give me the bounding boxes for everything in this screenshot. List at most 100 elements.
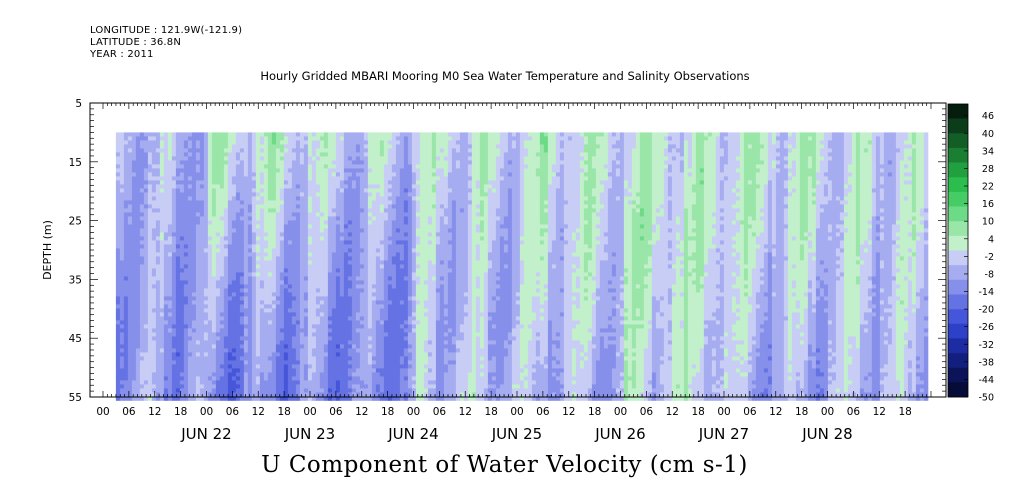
heatmap-cell — [351, 292, 357, 297]
heatmap-cell — [191, 276, 197, 281]
heatmap-cell — [347, 340, 353, 345]
heatmap-cell — [343, 228, 349, 233]
heatmap-cell — [283, 344, 289, 349]
heatmap-cell — [295, 164, 301, 169]
heatmap-cell — [355, 264, 361, 269]
heatmap-cell — [219, 292, 225, 297]
heatmap-cell — [267, 220, 273, 225]
heatmap-cell — [235, 376, 241, 381]
heatmap-cell — [259, 316, 265, 321]
heatmap-cell — [219, 332, 225, 337]
heatmap-cell — [319, 368, 325, 373]
heatmap-cell — [271, 384, 277, 389]
heatmap-cell — [323, 272, 329, 277]
heatmap-cell — [207, 144, 213, 149]
heatmap-cell — [179, 292, 185, 297]
heatmap-cell — [119, 292, 125, 297]
heatmap-cell — [191, 232, 197, 237]
heatmap-cell — [335, 144, 341, 149]
heatmap-cell — [359, 352, 365, 357]
heatmap-cell — [179, 168, 185, 173]
heatmap-cell — [251, 172, 257, 177]
heatmap-cell — [159, 240, 165, 245]
heatmap-cell — [287, 148, 293, 153]
heatmap-cell — [239, 392, 245, 397]
heatmap-cell — [143, 148, 149, 153]
heatmap-cell — [287, 368, 293, 373]
heatmap-cell — [343, 332, 349, 337]
heatmap-cell — [371, 136, 377, 141]
heatmap-cell — [175, 396, 181, 401]
heatmap-cell — [251, 136, 257, 141]
heatmap-cell — [351, 192, 357, 197]
heatmap-cell — [207, 160, 213, 165]
heatmap-cell — [331, 224, 337, 229]
heatmap-cell — [259, 144, 265, 149]
heatmap-cell — [151, 360, 157, 365]
heatmap-cell — [211, 140, 217, 145]
heatmap-cell — [255, 220, 261, 225]
heatmap-cell — [235, 328, 241, 333]
heatmap-cell — [235, 340, 241, 345]
heatmap-cell — [403, 244, 409, 249]
heatmap-cell — [155, 316, 161, 321]
heatmap-cell — [175, 200, 181, 205]
heatmap-cell — [211, 156, 217, 161]
heatmap-cell — [187, 328, 193, 333]
heatmap-cell — [155, 148, 161, 153]
heatmap-cell — [207, 272, 213, 277]
heatmap-cell — [187, 344, 193, 349]
heatmap-cell — [219, 204, 225, 209]
heatmap-cell — [175, 296, 181, 301]
heatmap-cell — [327, 332, 333, 337]
heatmap-cell — [315, 260, 321, 265]
heatmap-cell — [283, 228, 289, 233]
heatmap-cell — [119, 272, 125, 277]
heatmap-cell — [123, 176, 129, 181]
heatmap-cell — [371, 164, 377, 169]
heatmap-cell — [315, 284, 321, 289]
heatmap-cell — [271, 192, 277, 197]
heatmap-cell — [127, 144, 133, 149]
heatmap-cell — [115, 152, 121, 157]
heatmap-cell — [311, 240, 317, 245]
heatmap-cell — [251, 248, 257, 253]
heatmap-cell — [227, 160, 233, 165]
heatmap-cell — [303, 180, 309, 185]
heatmap-cell — [191, 180, 197, 185]
heatmap-cell — [355, 392, 361, 397]
heatmap-cell — [335, 240, 341, 245]
heatmap-cell — [287, 184, 293, 189]
heatmap-cell — [143, 172, 149, 177]
heatmap-cell — [367, 164, 373, 169]
heatmap-cell — [195, 360, 201, 365]
heatmap-cell — [299, 284, 305, 289]
heatmap-cell — [339, 236, 345, 241]
heatmap-cell — [223, 324, 229, 329]
heatmap-cell — [355, 232, 361, 237]
heatmap-cell — [339, 392, 345, 397]
heatmap-cell — [279, 396, 285, 401]
heatmap-cell — [187, 368, 193, 373]
heatmap-cell — [255, 380, 261, 385]
heatmap-cell — [335, 228, 341, 233]
heatmap-cell — [351, 300, 357, 305]
heatmap-cell — [387, 368, 393, 373]
heatmap-cell — [123, 148, 129, 153]
heatmap-cell — [367, 372, 373, 377]
heatmap-cell — [391, 228, 397, 233]
heatmap-cell — [271, 240, 277, 245]
heatmap-cell — [275, 132, 281, 137]
heatmap-cell — [287, 156, 293, 161]
heatmap-cell — [139, 260, 145, 265]
heatmap-cell — [267, 276, 273, 281]
heatmap-cell — [147, 280, 153, 285]
heatmap-cell — [275, 288, 281, 293]
heatmap-cell — [179, 180, 185, 185]
heatmap-cell — [175, 344, 181, 349]
heatmap-cell — [223, 296, 229, 301]
heatmap-cell — [219, 248, 225, 253]
heatmap-cell — [175, 332, 181, 337]
heatmap-cell — [287, 364, 293, 369]
heatmap-cell — [167, 316, 173, 321]
